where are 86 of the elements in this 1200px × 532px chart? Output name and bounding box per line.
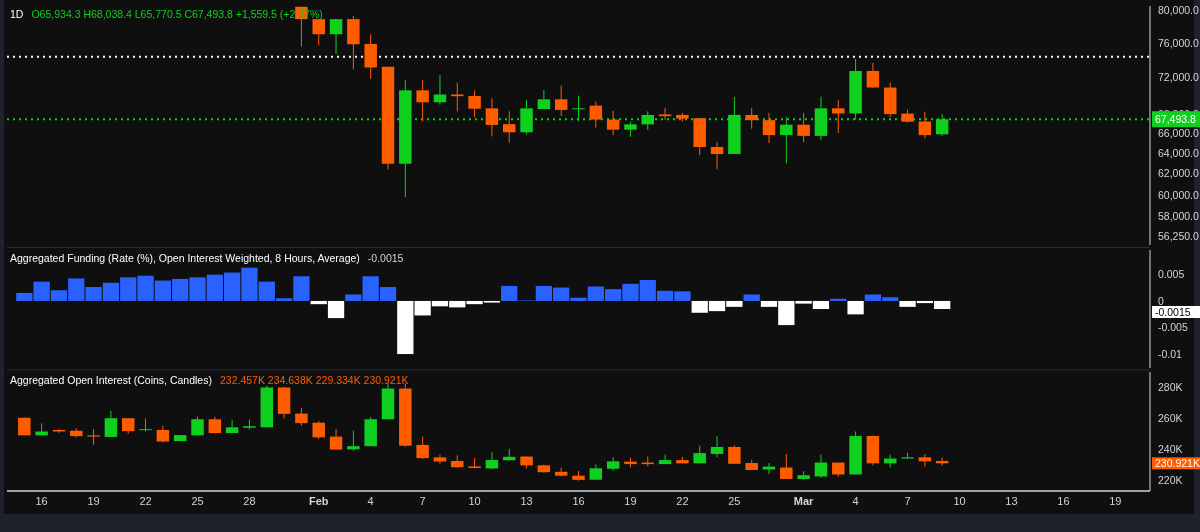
y-tick-label: 0.005 (1158, 267, 1185, 280)
chart-title: Aggregated Open Interest (Coins, Candles) (10, 374, 212, 386)
y-tick-label: 64,000.0 (1158, 147, 1200, 160)
x-tick-label: 25 (191, 495, 204, 507)
bar (847, 300, 864, 315)
chart-subtitle: -0.0015 (367, 252, 404, 264)
candlestick (866, 62, 880, 89)
candlestick (139, 418, 152, 432)
y-tick-label: 260K (1158, 412, 1183, 425)
y-tick-label: 240K (1158, 442, 1183, 455)
y-tick-label: 80,000.0 (1158, 3, 1200, 16)
text: 230.921K (1155, 456, 1200, 469)
x-tick-label: 10 (468, 495, 481, 507)
x-tick-label: 13 (520, 495, 533, 507)
text: -0.0015 (1155, 305, 1191, 318)
y-tick-label: 0 (1158, 294, 1164, 307)
y-tick-label: 66,000.0 (1158, 127, 1200, 140)
candlestick (918, 453, 932, 468)
candlestick (710, 435, 724, 458)
y-tick-label: 62,000.0 (1158, 167, 1200, 180)
x-tick-label: 4 (852, 495, 859, 507)
chart-title: 1D (10, 8, 24, 20)
y-tick-label: 60,000.0 (1158, 188, 1200, 201)
candlestick (762, 112, 776, 144)
candlestick (364, 33, 377, 80)
candlestick (762, 462, 776, 475)
y-tick-label: 220K (1158, 473, 1183, 486)
x-tick-label: 19 (87, 495, 100, 507)
y-tick-label: 58,000.0 (1158, 210, 1200, 223)
candlestick (416, 79, 429, 122)
chart-title: Aggregated Funding (Rate (%), Open Interest Weighted, 8 Hours, Average) (10, 252, 360, 264)
candlestick (52, 428, 66, 434)
x-tick-label: 4 (367, 495, 374, 507)
candlestick (918, 111, 932, 139)
candlestick (347, 430, 360, 452)
candlestick (312, 18, 325, 46)
candlestick (416, 436, 429, 460)
candlestick (728, 444, 741, 465)
bar (830, 298, 847, 301)
x-tick-label: 19 (1109, 495, 1122, 507)
x-tick-label: 16 (572, 495, 585, 507)
x-tick-label: 7 (904, 495, 911, 507)
x-tick-label: 16 (1057, 495, 1070, 507)
x-tick-label: 16 (35, 495, 48, 507)
x-tick-label: 22 (139, 495, 152, 507)
ref-line-label: 67,493.8 (1155, 112, 1197, 125)
y-tick-label: -0.005 (1158, 321, 1188, 334)
candlestick (225, 419, 239, 434)
candlestick (329, 18, 343, 55)
x-tick-label: 19 (624, 495, 637, 507)
x-tick-label: 28 (243, 495, 256, 507)
candlestick (329, 428, 343, 451)
candlestick (312, 420, 325, 440)
bar (743, 294, 760, 301)
candlestick (554, 84, 568, 117)
x-tick-label: 25 (728, 495, 741, 507)
x-tick-label: 22 (676, 495, 689, 507)
candlestick (745, 107, 758, 130)
candlestick (606, 110, 620, 136)
candlestick (87, 428, 100, 446)
candlestick (468, 90, 481, 118)
candlestick (832, 99, 845, 134)
x-tick-label: 13 (1005, 495, 1018, 507)
candlestick (710, 141, 724, 170)
candlestick (485, 97, 499, 137)
candlestick (658, 107, 672, 121)
candlestick (104, 410, 118, 438)
candlestick (814, 454, 828, 479)
candlestick (658, 454, 672, 465)
candlestick (606, 456, 620, 472)
x-tick-label: Mar (793, 495, 815, 507)
y-tick-label: 72,000.0 (1158, 71, 1200, 84)
x-tick-label: 10 (953, 495, 966, 507)
y-tick-label: -0.01 (1158, 348, 1183, 361)
x-tick-label: Feb (308, 495, 329, 507)
y-tick-label: 56,250.0 (1158, 230, 1200, 243)
candlestick (589, 101, 603, 129)
candlestick (433, 454, 447, 465)
candlestick (780, 453, 793, 480)
candlestick (797, 112, 810, 143)
x-tick-label: 7 (419, 495, 426, 507)
y-tick-label: 280K (1158, 381, 1183, 394)
chart-subtitle: 232.457K 234.638K 229.334K 230.921K (219, 374, 409, 386)
candlestick (485, 451, 499, 470)
candlestick (502, 110, 516, 144)
y-tick-label: 76,000.0 (1158, 36, 1200, 49)
